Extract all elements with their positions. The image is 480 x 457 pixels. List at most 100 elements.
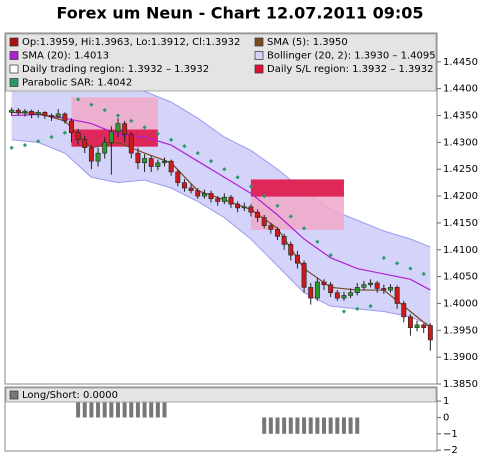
candle-body: [82, 139, 88, 149]
legend-label: Daily trading region: 1.3932 – 1.3932: [22, 64, 209, 75]
candle-body: [215, 198, 221, 202]
sar-dot: [328, 253, 333, 258]
candle-body: [341, 295, 347, 299]
candle-body: [308, 287, 314, 299]
y-tick-label: 1.3950: [443, 325, 478, 336]
y-tick-label: 1.4400: [443, 84, 478, 95]
candle-body: [95, 152, 101, 162]
bar: [122, 401, 127, 418]
bar: [315, 417, 320, 434]
candle-body: [321, 281, 327, 285]
sar-dot: [288, 214, 293, 219]
bar: [355, 417, 360, 434]
candle-body: [407, 316, 413, 328]
bar: [115, 401, 120, 418]
candle-body: [9, 109, 15, 113]
candle-body: [115, 123, 121, 132]
candle-body: [168, 160, 174, 173]
sar-dot: [395, 261, 400, 266]
sar-dot: [222, 167, 227, 172]
candle-body: [421, 324, 427, 328]
legend-box: [5, 387, 437, 403]
candle-body: [108, 131, 114, 143]
candle-body: [122, 123, 128, 135]
y-tick-label: 1.4150: [443, 218, 478, 229]
bar: [129, 401, 134, 418]
bar: [288, 417, 293, 434]
bar: [262, 417, 267, 434]
y-tick-label: 1.4250: [443, 164, 478, 175]
legend-swatch: [254, 51, 264, 60]
sar-dot: [89, 102, 94, 107]
y-tick-label: 1.4050: [443, 272, 478, 283]
candle-body: [241, 206, 247, 209]
legend-box: [5, 33, 437, 92]
sar-dot: [381, 255, 386, 260]
candle-body: [175, 171, 181, 183]
candle-body: [181, 182, 187, 189]
candle-body: [102, 142, 108, 154]
sar-dot: [155, 131, 160, 136]
bar: [89, 401, 94, 418]
candle-body: [261, 217, 267, 226]
candle-body: [374, 282, 380, 289]
region: [71, 129, 158, 147]
sar-dot: [75, 97, 81, 102]
sar-dot: [408, 266, 413, 271]
bar: [76, 401, 81, 418]
legend-swatch: [254, 64, 264, 74]
candle-body: [42, 112, 48, 116]
bar: [109, 401, 114, 418]
candle-body: [361, 284, 367, 288]
bar: [155, 401, 160, 418]
candle-body: [148, 158, 154, 167]
sar-dot: [169, 137, 174, 142]
legend-swatch: [9, 78, 19, 87]
sar-dot: [368, 304, 373, 309]
candle-body: [195, 190, 201, 197]
candle-body: [294, 254, 300, 264]
candle-body: [162, 160, 167, 164]
candle-body: [388, 287, 393, 291]
legend-label: Bollinger (20, 2): 1.3930 – 1.4095: [267, 51, 436, 62]
sar-dot: [62, 130, 67, 135]
candle-body: [142, 158, 148, 164]
sar-dot: [355, 306, 360, 311]
candle-body: [348, 292, 354, 296]
candle-body: [248, 206, 254, 213]
y-tick-label: 1.4200: [443, 191, 478, 202]
legend-label: Long/Short: 0.0000: [22, 390, 118, 401]
sar-dot: [9, 145, 14, 150]
candle-body: [394, 287, 400, 304]
candle-body: [75, 132, 81, 141]
bar: [302, 417, 307, 434]
sar-dot: [341, 309, 347, 314]
y-tick-label: 1.4450: [443, 57, 478, 68]
bar: [322, 417, 327, 434]
sar-dot: [195, 151, 200, 156]
bar: [135, 401, 140, 418]
sar-dot: [275, 203, 280, 208]
candle-body: [22, 110, 28, 114]
bar: [308, 417, 313, 434]
legend-label: SMA (5): 1.3950: [267, 37, 348, 48]
candle-body: [328, 284, 334, 294]
bar: [102, 401, 107, 418]
candle-body: [62, 113, 68, 122]
candle-body: [69, 120, 74, 134]
sar-dot: [248, 184, 254, 189]
candle-body: [228, 196, 234, 205]
candle-body: [221, 196, 227, 202]
sar-dot: [36, 139, 41, 144]
candle-body: [401, 303, 407, 318]
candle-body: [29, 110, 35, 115]
region: [250, 179, 344, 197]
candle-body: [128, 134, 134, 154]
bar: [268, 417, 273, 434]
bar: [328, 417, 333, 434]
indicator-line: [11, 113, 431, 291]
legend-swatch: [9, 51, 19, 60]
y-tick-label: −2: [443, 445, 458, 456]
y-tick-label: 1.4000: [443, 298, 478, 309]
